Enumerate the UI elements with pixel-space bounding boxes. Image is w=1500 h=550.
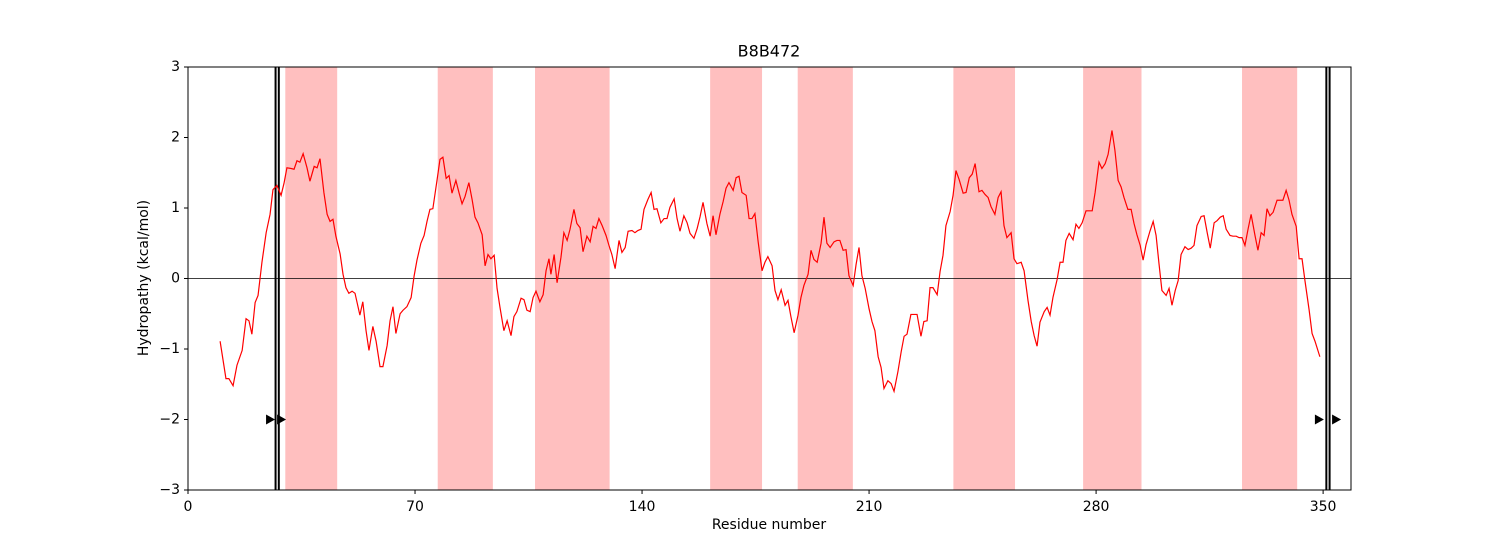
- chart-title: B8B472: [738, 42, 801, 61]
- y-axis-label: Hydropathy (kcal/mol): [136, 200, 152, 356]
- x-tick-label: 140: [629, 499, 656, 515]
- arrow-marker: [277, 414, 287, 425]
- x-tick-label: 280: [1083, 499, 1110, 515]
- x-tick-label: 0: [184, 499, 193, 515]
- y-tick-label: 0: [171, 271, 180, 287]
- arrow-marker: [266, 414, 276, 425]
- y-tick-label: −3: [159, 482, 180, 498]
- y-tick-label: 2: [171, 130, 180, 146]
- x-tick-label: 210: [856, 499, 883, 515]
- x-tick-label: 70: [406, 499, 424, 515]
- arrow-marker: [1314, 414, 1324, 425]
- arrow-marker: [1332, 414, 1342, 425]
- y-tick-label: −1: [159, 341, 180, 357]
- y-tick-label: 3: [171, 59, 180, 75]
- y-tick-label: 1: [171, 200, 180, 216]
- x-axis-label: Residue number: [712, 517, 827, 533]
- hydropathy-line: [219, 130, 1321, 394]
- y-tick-label: −2: [159, 412, 180, 428]
- x-tick-label: 350: [1310, 499, 1337, 515]
